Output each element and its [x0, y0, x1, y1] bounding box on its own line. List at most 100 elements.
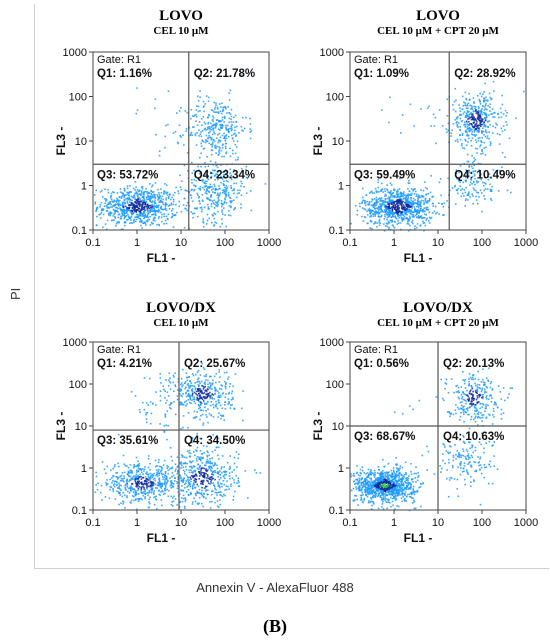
event-dot	[379, 222, 382, 225]
event-dot	[190, 478, 192, 480]
event-dot	[376, 198, 378, 201]
plot-title: LOVO/DX	[146, 300, 216, 316]
event-dot	[370, 214, 372, 217]
event-dot	[177, 192, 180, 195]
event-dot	[200, 414, 202, 417]
event-dot	[211, 189, 213, 191]
event-dot	[158, 197, 161, 199]
event-dot	[474, 139, 477, 141]
event-dot	[134, 480, 137, 482]
event-dot	[381, 492, 384, 495]
event-dot	[221, 102, 223, 105]
event-dot	[161, 201, 164, 204]
event-dot	[143, 215, 146, 217]
event-dot	[416, 216, 418, 218]
event-dot	[194, 387, 197, 389]
event-dot	[259, 472, 262, 474]
event-dot	[189, 384, 192, 387]
event-dot	[204, 173, 207, 175]
event-dot	[408, 201, 411, 204]
event-dot	[199, 472, 201, 475]
event-dot	[219, 494, 222, 496]
event-dot	[168, 404, 171, 406]
event-dot	[408, 208, 411, 211]
event-dot	[381, 204, 384, 206]
event-dot	[137, 196, 139, 199]
event-dot	[489, 144, 492, 147]
event-dot	[221, 211, 223, 213]
event-dot	[470, 165, 473, 168]
event-dot	[188, 479, 190, 481]
event-dot	[195, 398, 198, 401]
event-dot	[138, 197, 141, 199]
event-dot	[207, 388, 209, 391]
event-dot	[176, 112, 178, 114]
event-dot	[122, 503, 124, 505]
event-dot	[425, 206, 427, 209]
event-dot	[472, 203, 474, 205]
event-dot	[249, 190, 252, 192]
event-dot	[159, 423, 161, 425]
event-dot	[216, 145, 218, 148]
event-dot	[181, 464, 183, 467]
event-dot	[457, 179, 460, 182]
event-dot	[452, 104, 454, 106]
event-dot	[388, 121, 390, 124]
event-dot	[378, 191, 380, 193]
event-dot	[130, 391, 133, 393]
event-dot	[382, 191, 384, 193]
event-dot	[190, 461, 192, 464]
event-dot	[135, 465, 138, 468]
event-dot	[390, 219, 392, 222]
event-dot	[393, 196, 396, 199]
event-dot	[456, 177, 458, 180]
event-dot	[193, 115, 195, 118]
event-dot	[158, 477, 161, 479]
event-dot	[166, 438, 168, 441]
event-dot	[391, 220, 394, 222]
event-dot	[182, 494, 185, 497]
event-dot	[189, 476, 191, 479]
event-dot	[123, 208, 125, 211]
event-dot	[124, 483, 127, 486]
event-dot	[222, 108, 225, 111]
event-dot	[218, 402, 221, 404]
event-dot	[126, 478, 128, 481]
event-dot	[137, 195, 139, 198]
event-dot	[382, 470, 384, 472]
event-dot	[403, 493, 406, 495]
event-dot	[391, 200, 393, 203]
event-dot	[111, 481, 113, 484]
event-dot	[106, 207, 109, 209]
event-dot	[383, 200, 385, 202]
event-dot	[489, 198, 492, 200]
event-dot	[467, 175, 470, 177]
event-dot	[488, 173, 491, 175]
event-dot	[381, 487, 383, 489]
event-dot	[155, 469, 158, 471]
event-dot	[377, 215, 380, 217]
event-dot	[195, 208, 198, 210]
event-dot	[196, 433, 198, 435]
event-dot	[213, 203, 216, 205]
event-dot	[168, 385, 170, 387]
event-dot	[126, 219, 128, 221]
event-dot	[505, 114, 507, 117]
event-dot	[119, 191, 122, 193]
event-dot	[249, 131, 251, 133]
event-dot	[221, 119, 224, 121]
event-dot	[151, 184, 154, 186]
event-dot	[216, 472, 219, 474]
event-dot	[162, 473, 164, 476]
event-dot	[389, 496, 392, 499]
event-dot	[477, 109, 480, 112]
event-dot	[377, 178, 380, 181]
event-dot	[235, 182, 238, 185]
event-dot	[497, 113, 499, 115]
event-dot	[400, 213, 403, 215]
event-dot	[148, 192, 151, 194]
event-dot	[221, 218, 223, 220]
event-dot	[359, 202, 361, 205]
event-dot	[204, 396, 207, 398]
event-dot	[508, 137, 511, 140]
